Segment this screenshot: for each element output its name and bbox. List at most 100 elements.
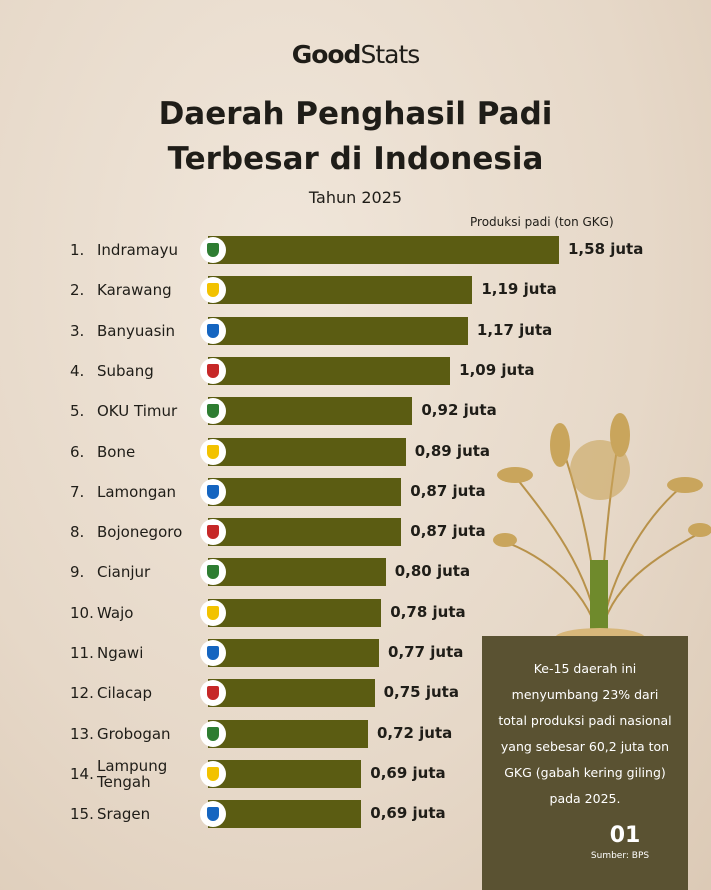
chart-subtitle: Tahun 2025 — [308, 188, 403, 207]
axis-label: Produksi padi (ton GKG) — [470, 215, 614, 229]
logo-icon — [207, 605, 219, 620]
value-label: 0,72 juta — [376, 723, 453, 742]
value-label: 0,69 juta — [370, 804, 446, 823]
rice-illustration — [493, 413, 711, 648]
logo-icon — [207, 766, 219, 781]
logo-icon — [207, 726, 219, 741]
bar — [208, 477, 402, 506]
logo-icon — [207, 807, 219, 822]
category-label: Lampung Tengah — [97, 756, 168, 791]
rank-label: 4. — [70, 361, 85, 380]
rank-label: 9. — [70, 563, 85, 582]
category-label: Cianjur — [97, 563, 151, 582]
chart-title: Daerah Penghasil Padi Terbesar di Indone… — [158, 96, 553, 177]
bar — [208, 598, 382, 627]
brand-logo: GoodStats — [0, 40, 711, 69]
logo-icon — [207, 565, 219, 580]
logo-icon — [207, 646, 219, 660]
source: Sumber: BPS — [590, 851, 650, 861]
value-label: 1,58 juta — [568, 240, 644, 258]
value-label: 0,80 juta — [394, 562, 471, 581]
logo-icon — [207, 323, 219, 338]
rank-label: 3. — [70, 321, 85, 340]
value-label: 0,77 juta — [388, 643, 464, 661]
bar — [208, 759, 362, 788]
brand-part: Good — [291, 40, 362, 69]
category-label: Subang — [97, 361, 154, 380]
logo-icon — [207, 444, 219, 459]
region-logo — [200, 438, 226, 465]
bar — [208, 679, 375, 708]
region-logo — [200, 357, 226, 384]
rank-label: 12. — [70, 684, 94, 703]
rank-label: 14. — [70, 764, 94, 783]
rank-label: 5. — [70, 402, 85, 421]
rank-label: 2. — [70, 281, 85, 300]
rank-label: 7. — [70, 482, 85, 501]
logo-icon — [207, 404, 219, 419]
value-label: 0,89 juta — [414, 441, 491, 460]
region-logo — [200, 680, 226, 707]
region-logo — [200, 559, 226, 586]
logo-icon — [207, 484, 219, 499]
bar — [208, 397, 413, 426]
note: Ke-15 daerah ini menyumbang 23% dari tot… — [498, 661, 672, 806]
region-logo — [200, 317, 226, 344]
rank-label: 10. — [70, 603, 94, 622]
bar — [208, 356, 451, 385]
bar — [208, 800, 362, 829]
bar — [208, 437, 406, 466]
region-logo — [200, 720, 226, 747]
rank-label: 6. — [70, 442, 85, 461]
value-label: 0,78 juta — [390, 602, 466, 621]
region-logo — [200, 599, 226, 626]
bar — [208, 719, 368, 748]
category-label: Indramayu — [97, 241, 178, 259]
region-logo — [200, 478, 226, 505]
bar — [208, 558, 386, 587]
region-logo — [200, 801, 226, 828]
category-label: Sragen — [97, 805, 151, 824]
logo-icon — [207, 243, 219, 257]
value-label: 0,87 juta — [410, 481, 486, 500]
category-label: Wajo — [97, 603, 134, 622]
region-logo — [200, 277, 226, 304]
category-label: Lamongan — [97, 482, 177, 501]
region-logo — [200, 760, 226, 787]
value-label: 0,69 juta — [370, 763, 446, 782]
logo-icon — [207, 525, 219, 540]
category-label: Banyuasin — [97, 321, 176, 340]
value-label: 0,87 juta — [410, 522, 486, 541]
region-logo — [200, 237, 226, 263]
region-logo — [200, 640, 226, 666]
value-label: 1,17 juta — [476, 320, 553, 339]
region-logo — [200, 519, 226, 546]
category-label: OKU Timur — [97, 402, 178, 421]
brand-part: Stats — [360, 40, 420, 69]
logo-icon — [207, 363, 219, 378]
value-label: 0,75 juta — [383, 683, 459, 702]
category-label: Karawang — [97, 281, 172, 300]
page-number: 01 — [609, 823, 641, 848]
logo-icon — [207, 283, 219, 298]
value-label: 1,19 juta — [481, 280, 557, 299]
category-label: Ngawi — [97, 644, 144, 662]
category-label: Grobogan — [97, 724, 171, 743]
logo-icon — [207, 686, 219, 701]
rank-label: 8. — [70, 523, 85, 542]
bar — [208, 316, 468, 345]
category-label: Cilacap — [97, 684, 152, 703]
bar — [208, 639, 380, 667]
value-label: 1,09 juta — [459, 360, 535, 379]
category-label: Bone — [97, 442, 136, 461]
value-label: 0,92 juta — [421, 401, 497, 420]
rank-label: 11. — [70, 644, 94, 662]
note-box — [482, 636, 688, 890]
category-label: Bojonegoro — [97, 523, 183, 542]
rank-label: 1. — [70, 241, 85, 259]
rank-label: 13. — [70, 724, 94, 743]
bar — [208, 276, 473, 305]
bar — [208, 518, 402, 547]
region-logo — [200, 398, 226, 425]
